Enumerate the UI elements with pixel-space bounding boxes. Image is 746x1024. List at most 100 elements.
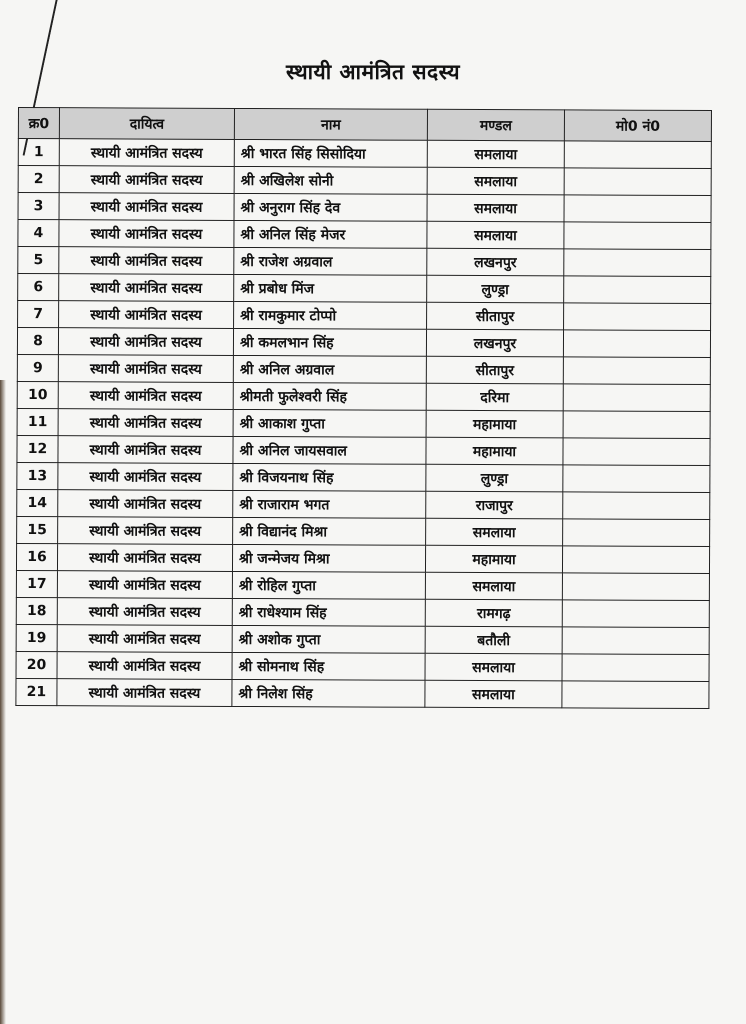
cell-serial: 14 — [16, 489, 58, 517]
cell-name: श्री भारत सिंह सिसोदिया — [234, 139, 428, 168]
cell-mobile — [561, 680, 709, 709]
members-table: क्र0 दायित्व नाम मण्डल मो0 नं0 1 स्थायी आ… — [15, 107, 712, 709]
table-row: 14 स्थायी आमंत्रित सदस्य श्री राजाराम भगत र… — [16, 489, 710, 520]
cell-mandal: महामाया — [426, 410, 564, 438]
cell-mandal: समलाया — [425, 518, 563, 546]
cell-mandal: सीतापुर — [426, 356, 564, 384]
cell-mandal: समलाया — [427, 194, 565, 222]
cell-serial: 3 — [18, 192, 60, 220]
cell-serial: 15 — [16, 516, 58, 544]
cell-name: श्री प्रबोध मिंज — [233, 274, 427, 303]
cell-name: श्री राजाराम भगत — [232, 490, 426, 519]
table-row: 19 स्थायी आमंत्रित सदस्य श्री अशोक गुप्ता ब… — [16, 624, 710, 655]
cell-serial: 13 — [16, 462, 58, 490]
cell-name: श्री अनिल अग्रवाल — [233, 355, 427, 384]
table-header-row: क्र0 दायित्व नाम मण्डल मो0 नं0 — [18, 107, 712, 142]
cell-mandal: समलाया — [425, 653, 563, 681]
table-row: 7 स्थायी आमंत्रित सदस्य श्री रामकुमार टोप्… — [17, 300, 711, 331]
cell-role: स्थायी आमंत्रित सदस्य — [56, 678, 233, 707]
cell-mandal: समलाया — [426, 221, 565, 249]
cell-name: श्री रामकुमार टोप्पो — [233, 301, 427, 330]
cell-name: श्रीमती फुलेश्वरी सिंह — [233, 382, 427, 411]
cell-name: श्री अनिल सिंह मेजर — [233, 220, 428, 249]
cell-name: श्री सोमनाथ सिंह — [232, 652, 426, 681]
cell-name: श्री निलेश सिंह — [231, 679, 426, 708]
cell-serial: 21 — [15, 678, 58, 706]
cell-role: स्थायी आमंत्रित सदस्य — [58, 219, 235, 248]
table-row: 15 स्थायी आमंत्रित सदस्य श्री विद्यानंद मि… — [16, 516, 710, 547]
cell-serial: 9 — [17, 354, 59, 382]
cell-serial: 7 — [17, 300, 59, 328]
cell-serial: 8 — [17, 327, 59, 355]
cell-mobile — [563, 248, 711, 277]
cell-mobile — [562, 518, 710, 547]
cell-mobile — [563, 410, 711, 439]
header-role: दायित्व — [59, 107, 235, 140]
cell-mobile — [563, 356, 711, 385]
cell-name: श्री अशोक गुप्ता — [232, 625, 426, 654]
cell-mandal: सीतापुर — [426, 302, 564, 330]
cell-role: स्थायी आमंत्रित सदस्य — [57, 543, 233, 572]
table-row: 10 स्थायी आमंत्रित सदस्य श्रीमती फुलेश्वरी… — [17, 381, 711, 412]
cell-mandal: रामगढ़ — [425, 599, 563, 627]
cell-role: स्थायी आमंत्रित सदस्य — [57, 651, 233, 680]
header-name: नाम — [234, 108, 428, 141]
cell-role: स्थायी आमंत्रित सदस्य — [57, 624, 233, 653]
cell-mobile — [563, 383, 711, 412]
cell-mandal: लखनपुर — [426, 248, 564, 276]
cell-role: स्थायी आमंत्रित सदस्य — [57, 597, 233, 626]
cell-role: स्थायी आमंत्रित सदस्य — [58, 300, 234, 329]
cell-name: श्री आकाश गुप्ता — [233, 409, 427, 438]
table-row: 13 स्थायी आमंत्रित सदस्य श्री विजयनाथ सिंह… — [16, 462, 710, 493]
cell-role: स्थायी आमंत्रित सदस्य — [58, 408, 234, 437]
cell-mobile — [563, 221, 712, 250]
header-mobile: मो0 नं0 — [564, 109, 712, 142]
cell-mobile — [562, 599, 710, 628]
cell-serial: 10 — [17, 381, 59, 409]
cell-name: श्री विद्यानंद मिश्रा — [232, 517, 426, 546]
cell-serial: 17 — [16, 570, 58, 598]
cell-serial: 11 — [17, 408, 59, 436]
table-row: 3 स्थायी आमंत्रित सदस्य श्री अनुराग सिंह द… — [18, 192, 712, 223]
cell-name: श्री विजयनाथ सिंह — [232, 463, 426, 492]
header-serial: क्र0 — [18, 107, 60, 139]
table-row: 9 स्थायी आमंत्रित सदस्य श्री अनिल अग्रवाल स… — [17, 354, 711, 385]
cell-role: स्थायी आमंत्रित सदस्य — [58, 246, 234, 275]
cell-serial: 4 — [17, 219, 60, 247]
cell-name: श्री राजेश अग्रवाल — [233, 247, 427, 276]
page-title: स्थायी आमंत्रित सदस्य — [285, 60, 461, 84]
cell-mobile — [562, 491, 710, 520]
cell-mandal: महामाया — [425, 437, 564, 465]
header-mandal: मण्डल — [427, 109, 565, 141]
cell-serial: 6 — [17, 273, 59, 301]
cell-mandal: लखनपुर — [426, 329, 564, 357]
cell-role: स्थायी आमंत्रित सदस्य — [57, 516, 233, 545]
cell-name: श्री राधेश्याम सिंह — [232, 598, 426, 627]
cell-role: स्थायी आमंत्रित सदस्य — [57, 462, 233, 491]
page-edge-shadow-left — [0, 380, 6, 1024]
cell-mobile — [562, 437, 711, 466]
cell-serial: 19 — [16, 624, 58, 652]
cell-mobile — [563, 302, 711, 331]
cell-mobile — [563, 275, 711, 304]
cell-name: श्री अनुराग सिंह देव — [234, 193, 428, 222]
table-row: 21 स्थायी आमंत्रित सदस्य श्री निलेश सिंह सम… — [15, 678, 709, 709]
cell-serial: 20 — [16, 651, 58, 679]
table-row: 6 स्थायी आमंत्रित सदस्य श्री प्रबोध मिंज लु… — [17, 273, 711, 304]
cell-role: स्थायी आमंत्रित सदस्य — [58, 381, 234, 410]
cell-mandal: लुण्ड्रा — [425, 464, 563, 492]
cell-mobile — [562, 653, 710, 682]
cell-role: स्थायी आमंत्रित सदस्य — [57, 570, 233, 599]
cell-mobile — [563, 329, 711, 358]
cell-mandal: दरिमा — [426, 383, 564, 411]
cell-role: स्थायी आमंत्रित सदस्य — [59, 165, 235, 194]
cell-mobile — [562, 626, 710, 655]
cell-mandal: समलाया — [427, 140, 565, 168]
table-row: 20 स्थायी आमंत्रित सदस्य श्री सोमनाथ सिंह स… — [16, 651, 710, 682]
cell-role: स्थायी आमंत्रित सदस्य — [58, 273, 234, 302]
cell-serial: 5 — [17, 246, 59, 274]
cell-mandal: बतौली — [425, 626, 563, 654]
table-row: 12 स्थायी आमंत्रित सदस्य श्री अनिल जायसवाल… — [16, 435, 711, 466]
cell-serial: 18 — [16, 597, 58, 625]
table-row: 11 स्थायी आमंत्रित सदस्य श्री आकाश गुप्ता म… — [17, 408, 711, 439]
